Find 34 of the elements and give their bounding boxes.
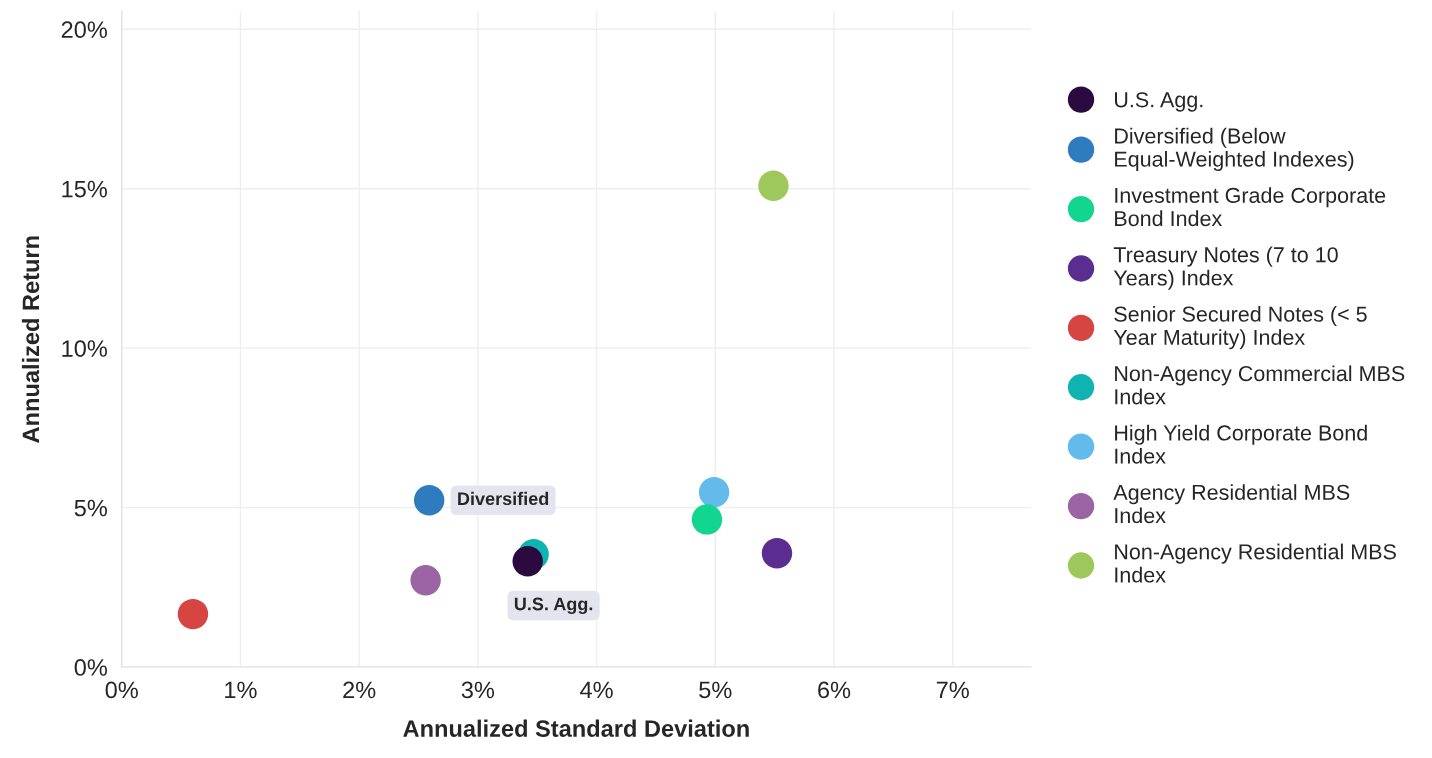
legend-label: High Yield Corporate Bond Index xyxy=(1115,424,1367,464)
point xyxy=(177,598,209,630)
x-tick-label: 2% xyxy=(343,681,376,699)
y-tick-label: 5% xyxy=(74,499,107,517)
x-tick-label: 1% xyxy=(225,681,257,699)
x-tick-label: 7% xyxy=(936,681,969,699)
y-tick-label: 20% xyxy=(61,21,107,39)
point xyxy=(691,504,723,535)
x-tick-label: 4% xyxy=(580,681,613,699)
legend-label: Senior Secured Notes (< 5 Year Maturity) Index xyxy=(1113,305,1367,350)
legend-label: Non-Agency Residential MBS Index xyxy=(1115,543,1396,583)
x-tick-label: 6% xyxy=(818,681,851,699)
annotation: Diversified xyxy=(458,491,549,506)
x-tick-label: 0% xyxy=(105,681,138,699)
x-axis-title: Annualized Standard Deviation xyxy=(403,719,749,737)
point xyxy=(761,537,793,569)
x-tick-label: 5% xyxy=(699,681,732,699)
point xyxy=(512,545,543,577)
y-tick-label: 10% xyxy=(62,340,107,357)
y-tick-label: 15% xyxy=(62,180,107,198)
point xyxy=(698,477,730,508)
y-tick-label: 0% xyxy=(74,659,107,676)
point xyxy=(410,565,441,596)
point xyxy=(758,170,789,202)
legend-label: Diversified (Below Equal-Weighted Indexes) xyxy=(1115,127,1354,172)
x-tick-label: 3% xyxy=(461,681,495,699)
legend-label: Investment Grade Corporate Bond Index xyxy=(1115,187,1386,227)
legend-label: Treasury Notes (7 to 10 Years) Index xyxy=(1113,246,1338,290)
annotation: U.S. Agg. xyxy=(514,597,593,615)
legend-label: U.S. Agg. xyxy=(1114,92,1203,112)
y-axis-title: Annualized Return xyxy=(21,236,40,443)
legend-label: Non-Agency Commercial MBS Index xyxy=(1115,365,1405,405)
legend-label: Agency Residential MBS Index xyxy=(1113,484,1350,524)
point xyxy=(413,485,445,516)
